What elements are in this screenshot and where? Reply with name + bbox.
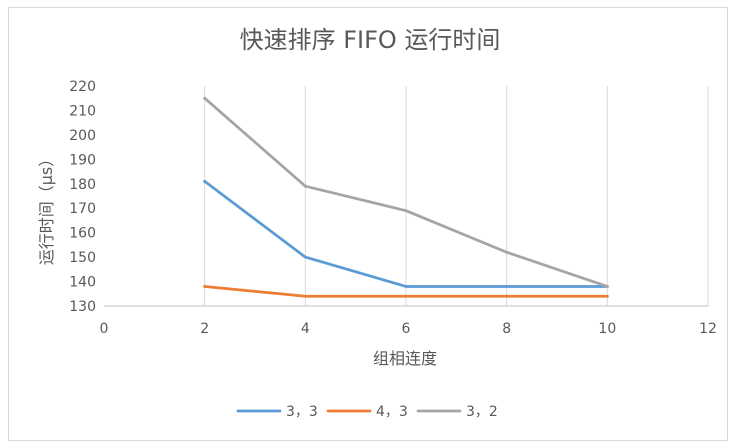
x-tick-label: 8: [502, 321, 511, 337]
y-tick-label: 210: [69, 103, 96, 119]
y-axis-ticks: 130 140 150 160 170 180 190 200 210 220: [69, 79, 96, 315]
y-tick-label: 200: [69, 128, 96, 144]
y-tick-label: 150: [69, 250, 96, 266]
legend-label: 3，2: [466, 404, 498, 420]
y-tick-label: 170: [69, 201, 96, 217]
x-axis-ticks: 0 2 4 6 8 10 12: [100, 321, 717, 337]
data-point: [404, 294, 408, 298]
x-tick-label: 6: [402, 321, 411, 337]
data-point: [303, 184, 307, 188]
y-tick-label: 190: [69, 152, 96, 168]
data-point: [203, 96, 207, 100]
y-tick-label: 160: [69, 226, 96, 242]
chart-frame[interactable]: [8, 7, 728, 441]
x-tick-label: 2: [200, 321, 209, 337]
gridlines: [104, 86, 709, 307]
data-point: [404, 285, 408, 288]
data-point: [605, 285, 609, 288]
y-tick-label: 180: [69, 177, 96, 193]
x-tick-label: 12: [699, 321, 717, 337]
x-tick-label: 0: [100, 321, 109, 337]
x-tick-label: 4: [301, 321, 310, 337]
data-point: [505, 250, 509, 254]
series-lines: [203, 96, 609, 298]
legend-label: 3，3: [286, 404, 318, 420]
y-tick-label: 140: [69, 275, 96, 291]
data-point: [203, 179, 207, 183]
data-point: [303, 255, 307, 259]
data-point: [605, 294, 609, 298]
data-point: [303, 294, 307, 298]
y-tick-label: 130: [69, 299, 96, 315]
data-point: [404, 209, 408, 213]
y-axis-label: 运行时间（μs）: [37, 151, 56, 266]
legend-label: 4，3: [376, 404, 408, 420]
y-tick-label: 220: [69, 79, 96, 95]
data-point: [203, 285, 207, 288]
x-tick-label: 10: [598, 321, 616, 337]
data-point: [505, 294, 509, 298]
data-point: [505, 285, 509, 288]
chart-title: 快速排序 FIFO 运行时间: [240, 26, 501, 54]
legend: 3，3 4，3 3，2: [236, 404, 498, 420]
x-axis-label: 组相连度: [373, 349, 437, 368]
